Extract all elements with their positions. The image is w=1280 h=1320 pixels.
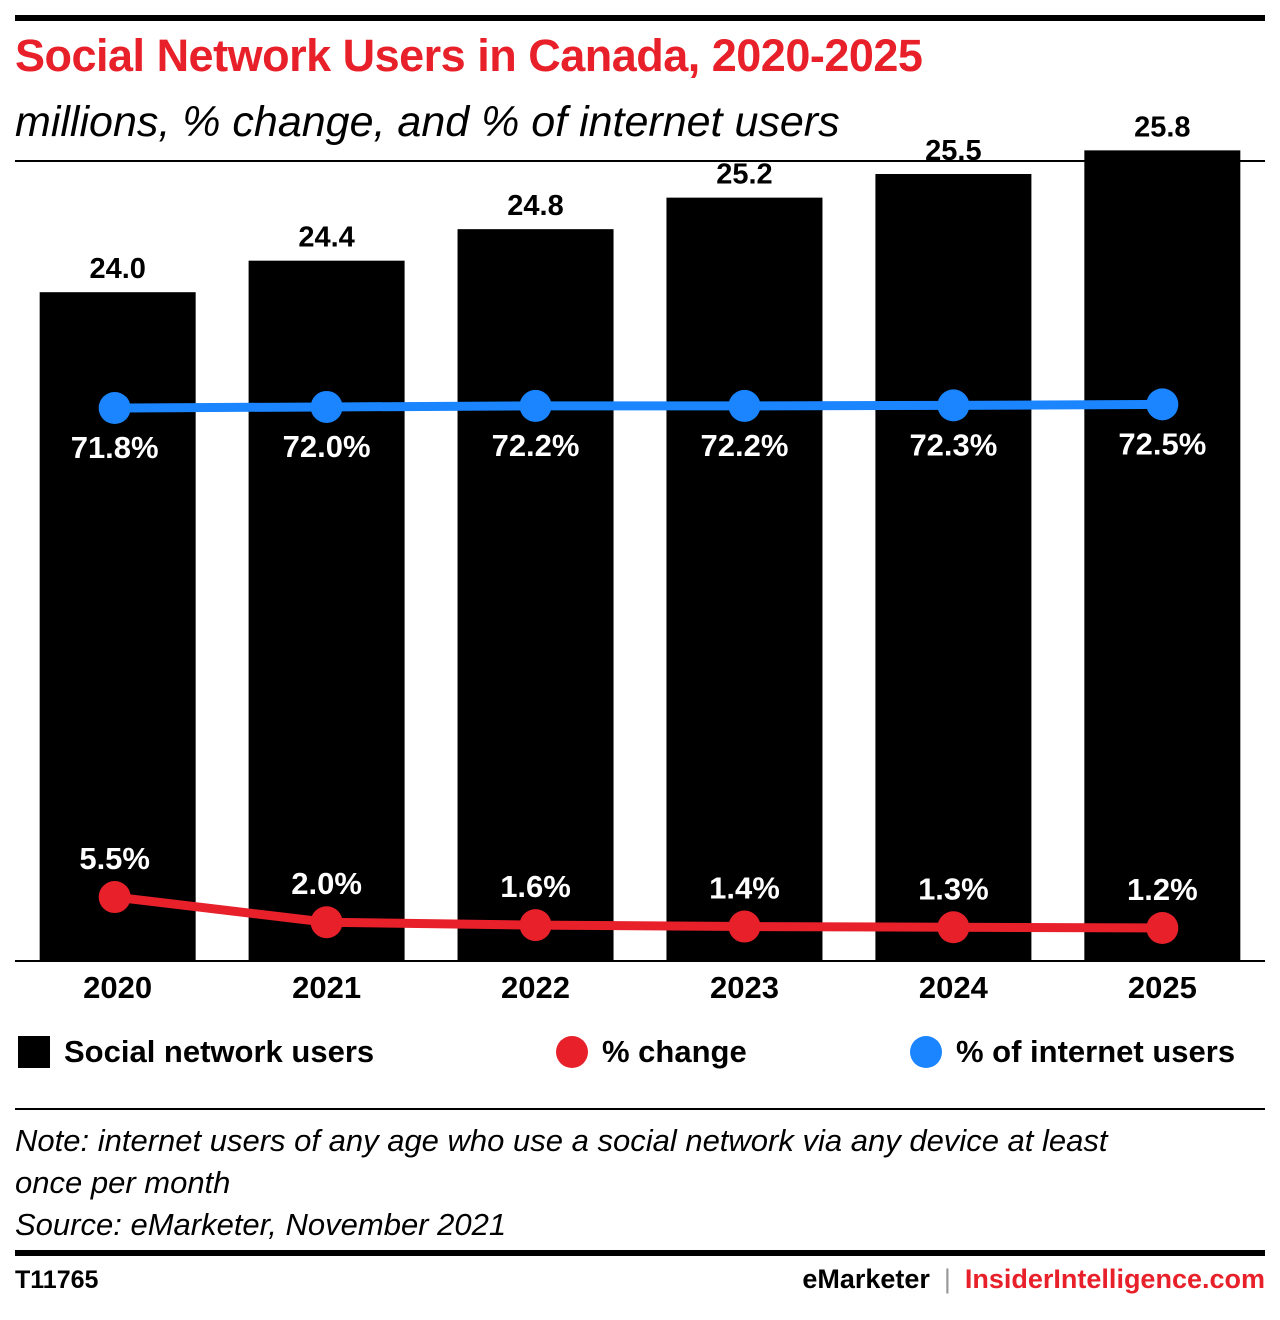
change-point-2020 [98, 881, 131, 914]
chart-subtitle: millions, % change, and % of internet us… [15, 98, 840, 146]
internet-label-2022: 72.2% [492, 428, 580, 463]
internet-label-2021: 72.0% [283, 429, 371, 464]
internet-line [114, 399, 1163, 413]
x-tick-2022: 2022 [501, 970, 570, 1005]
bar-label-2024: 25.5 [925, 135, 981, 167]
bar-2021 [248, 260, 405, 961]
change-label-2021: 2.0% [291, 866, 362, 901]
legend-change-label: % change [602, 1034, 747, 1069]
change-point-2025 [1146, 912, 1179, 944]
change-point-2024 [937, 911, 970, 944]
top-rule [15, 15, 1265, 21]
internet-label-2020: 71.8% [71, 430, 159, 465]
bar-label-2020: 24.0 [89, 253, 145, 285]
bar-2022 [457, 229, 614, 961]
x-tick-2020: 2020 [83, 970, 152, 1005]
legend-change: % change [556, 1034, 747, 1070]
legend-users: Social network users [18, 1034, 374, 1070]
change-label-2020: 5.5% [79, 841, 150, 876]
note-line-1: Note: internet users of any age who use … [15, 1123, 1108, 1158]
brand-emarketer: eMarketer [802, 1264, 930, 1294]
internet-point-2025 [1146, 388, 1179, 421]
legend-internet-swatch [910, 1036, 942, 1068]
legend-users-swatch [18, 1036, 50, 1068]
internet-point-2023 [728, 389, 761, 422]
subtitle-rule [15, 160, 1265, 162]
change-line [114, 892, 1163, 933]
internet-point-2021 [310, 390, 343, 423]
chart-title: Social Network Users in Canada, 2020-202… [15, 30, 923, 81]
internet-label-2024: 72.3% [909, 427, 997, 462]
bar-label-2023: 25.2 [716, 159, 772, 191]
change-point-2021 [310, 906, 343, 939]
brand-insider: InsiderIntelligence.com [964, 1264, 1265, 1294]
x-tick-2025: 2025 [1128, 970, 1197, 1005]
x-tick-2023: 2023 [710, 970, 779, 1005]
bar-label-2021: 24.4 [298, 222, 354, 254]
legend-users-label: Social network users [64, 1034, 375, 1069]
internet-label-2025: 72.5% [1118, 426, 1206, 461]
change-label-2023: 1.4% [709, 871, 780, 906]
bar-label-2025: 25.8 [1134, 111, 1190, 143]
internet-point-2020 [98, 392, 131, 424]
brand-separator: | [943, 1264, 951, 1294]
bottom-rule [15, 1250, 1265, 1256]
source-line: Source: eMarketer, November 2021 [15, 1207, 507, 1242]
footnote: Note: internet users of any age who use … [15, 1120, 1265, 1246]
change-point-2022 [519, 909, 552, 942]
legend-internet-label: % of internet users [956, 1034, 1236, 1069]
bar-label-2022: 24.8 [507, 190, 563, 222]
legend-internet: % of internet users [910, 1034, 1235, 1070]
note-line-2: once per month [15, 1165, 231, 1200]
bar-2024 [875, 174, 1032, 961]
footer-brand: eMarketer | InsiderIntelligence.com [802, 1264, 1265, 1295]
x-tick-2021: 2021 [292, 970, 361, 1005]
legend-change-swatch [556, 1036, 588, 1068]
internet-point-2024 [937, 389, 970, 422]
change-point-2023 [728, 910, 761, 943]
change-label-2022: 1.6% [500, 869, 571, 904]
legend-rule [15, 1108, 1265, 1110]
bar-2025 [1084, 150, 1241, 962]
internet-point-2022 [519, 389, 552, 422]
change-label-2024: 1.3% [918, 871, 989, 906]
internet-label-2023: 72.2% [701, 428, 789, 463]
bar-2023 [666, 197, 823, 961]
change-label-2025: 1.2% [1127, 872, 1198, 907]
x-tick-2024: 2024 [919, 970, 989, 1005]
chart-id: T11765 [15, 1266, 99, 1294]
